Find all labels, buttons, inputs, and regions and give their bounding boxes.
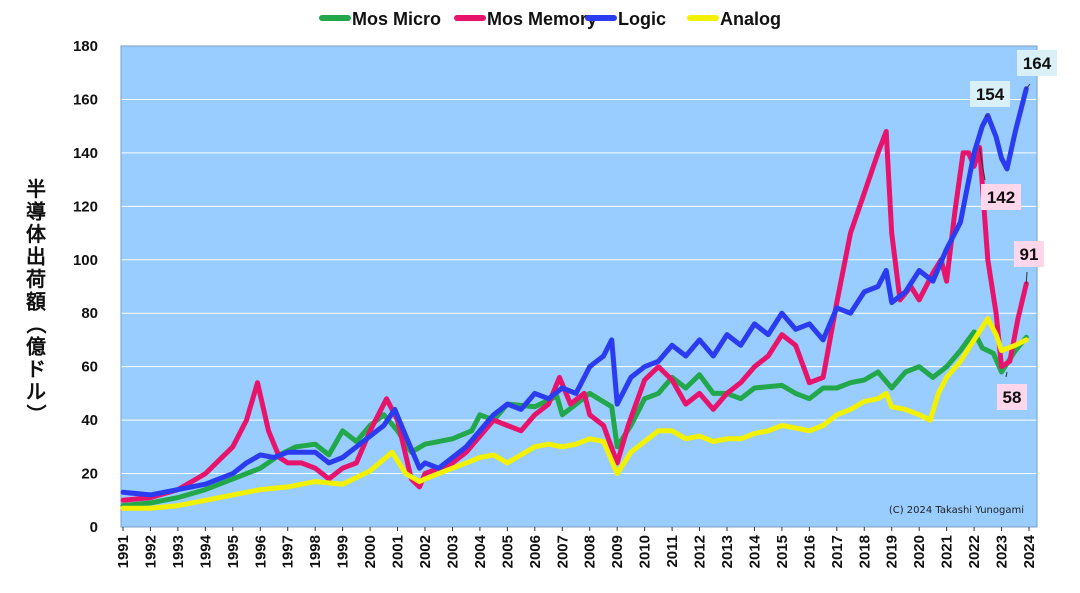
x-tick-label: 2007 — [554, 535, 571, 568]
callout-leader — [1025, 271, 1028, 284]
y-tick-label: 40 — [81, 412, 98, 429]
callout-box — [1017, 50, 1057, 76]
x-tick-label: 1996 — [252, 535, 269, 568]
x-tick-label: 2012 — [692, 535, 709, 568]
y-axis-ticks: 0 20 40 60 80 100 120 140 160 180 — [73, 38, 98, 536]
x-tick-label: 2009 — [609, 535, 626, 568]
callout-leader — [1025, 83, 1031, 90]
x-tick-label: 2004 — [472, 534, 489, 568]
x-tick-label: 2023 — [994, 535, 1011, 568]
callout-box — [1014, 241, 1044, 267]
x-tick-label: 2006 — [527, 535, 544, 568]
x-tick-label: 2024 — [1021, 534, 1038, 568]
x-tick-label: 2008 — [582, 535, 599, 568]
x-tick-label: 2002 — [417, 535, 434, 568]
callout-box — [970, 81, 1010, 107]
y-axis-label-char: 億 — [26, 335, 46, 359]
callout-leader — [979, 147, 986, 181]
legend-label: Mos Memory — [487, 9, 597, 29]
y-tick-label: 140 — [73, 145, 98, 162]
x-tick-label: 2019 — [884, 535, 901, 568]
legend-label: Logic — [618, 9, 666, 29]
x-tick-label: 2016 — [801, 535, 818, 568]
x-tick-label: 2000 — [362, 535, 379, 568]
callout-label: 142 — [987, 188, 1015, 207]
x-tick-label: 2017 — [829, 535, 846, 568]
series-line-analog — [120, 316, 1029, 511]
x-tick-label: 1997 — [280, 535, 297, 568]
x-axis-ticks: 1991 1992 1993 1994 1995 1996 1997 1998 1999 2000… — [115, 527, 1038, 568]
x-tick-label: 2001 — [390, 535, 407, 568]
series-line-mos-micro — [120, 329, 1029, 509]
y-tick-label: 0 — [90, 519, 98, 536]
y-tick-label: 60 — [81, 359, 98, 376]
y-tick-label: 120 — [73, 198, 98, 215]
callout-label: 58 — [1003, 388, 1022, 407]
x-tick-label: 1998 — [307, 535, 324, 568]
callouts: 164 154 142 91 58 — [970, 50, 1057, 410]
x-tick-label: 1994 — [197, 534, 214, 568]
y-axis-label-char: 荷 — [26, 267, 46, 291]
x-tick-label: 2020 — [911, 535, 928, 568]
y-axis-label-char: 半 — [26, 177, 46, 201]
callout-leader — [984, 114, 988, 117]
y-tick-label: 20 — [81, 466, 98, 483]
callout-box — [981, 184, 1021, 210]
callout-leader — [1005, 371, 1008, 378]
y-axis-label-char: ド — [26, 357, 46, 381]
x-tick-label: 2018 — [856, 535, 873, 568]
x-tick-label: 2013 — [719, 535, 736, 568]
x-tick-label: 2015 — [774, 535, 791, 568]
legend: Mos Micro Mos Memory Logic Analog — [319, 9, 781, 29]
gridlines — [121, 98, 1037, 475]
x-tick-label: 2010 — [637, 535, 654, 568]
y-axis-label-char: 額 — [25, 290, 46, 314]
y-axis-label-char: 出 — [26, 245, 46, 269]
y-axis-label-char: （ — [24, 314, 48, 334]
y-axis-label-char: ル — [26, 380, 46, 404]
x-tick-label: 1991 — [115, 535, 132, 568]
callout-label: 164 — [1023, 54, 1052, 73]
x-tick-label: 1999 — [335, 535, 352, 568]
chart-credit: (C) 2024 Takashi Yunogami — [889, 505, 1024, 516]
y-tick-label: 160 — [73, 91, 98, 108]
y-axis-label-char: 体 — [26, 222, 47, 246]
y-tick-label: 180 — [73, 38, 98, 55]
callout-label: 154 — [976, 85, 1005, 104]
y-axis-label-char: ） — [24, 404, 48, 424]
x-tick-label: 2005 — [499, 535, 516, 568]
series-line-logic — [120, 86, 1029, 498]
x-tick-label: 2021 — [939, 535, 956, 568]
y-tick-label: 80 — [81, 305, 98, 322]
y-tick-label: 100 — [73, 252, 98, 269]
y-axis-label-char: 導 — [26, 200, 46, 224]
x-tick-label: 1995 — [225, 535, 242, 568]
x-tick-label: 2011 — [664, 535, 681, 568]
callout-box — [997, 384, 1027, 410]
legend-label: Mos Micro — [352, 9, 441, 29]
series-lines — [120, 86, 1029, 511]
x-tick-label: 1993 — [170, 535, 187, 568]
legend-label: Analog — [720, 9, 781, 29]
plot-border — [120, 45, 1038, 528]
x-tick-label: 2014 — [746, 534, 763, 568]
x-tick-label: 1992 — [142, 535, 159, 568]
x-tick-label: 2003 — [444, 535, 461, 568]
callout-label: 91 — [1020, 245, 1039, 264]
x-tick-label: 2022 — [966, 535, 983, 568]
